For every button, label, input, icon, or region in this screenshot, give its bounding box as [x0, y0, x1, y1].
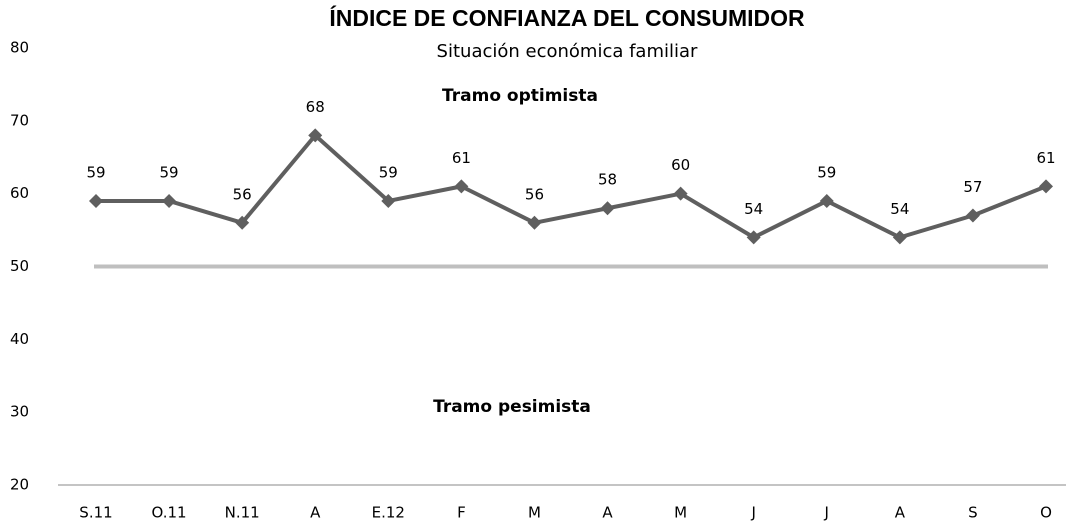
x-tick-label: O.11	[152, 504, 187, 522]
y-tick-label: 50	[10, 257, 29, 275]
data-point	[381, 193, 396, 208]
x-tick-label: S	[968, 504, 978, 522]
data-label: 59	[817, 163, 836, 181]
annotation: Tramo optimista	[442, 86, 598, 106]
data-label: 60	[671, 156, 690, 174]
x-tick-label: J	[824, 504, 829, 522]
x-tick-label: E.12	[372, 504, 405, 522]
data-label: 54	[890, 200, 909, 218]
x-tick-label: A	[895, 504, 906, 522]
chart-subtitle: Situación económica familiar	[437, 41, 698, 62]
data-point	[819, 193, 834, 208]
y-tick-label: 70	[10, 111, 29, 129]
data-point	[600, 201, 615, 216]
x-tick-label: M	[674, 504, 687, 522]
data-label: 68	[306, 98, 325, 116]
data-line	[96, 133, 1047, 240]
data-point	[89, 193, 103, 208]
chart-title: ÍNDICE DE CONFIANZA DEL CONSUMIDOR	[329, 4, 805, 31]
data-label: 61	[1036, 149, 1055, 167]
y-tick-label: 60	[10, 184, 29, 202]
x-tick-label: F	[457, 504, 466, 522]
data-label: 61	[452, 149, 471, 167]
y-tick-label: 80	[10, 39, 29, 57]
data-point	[1039, 179, 1053, 194]
x-tick-label: A	[310, 504, 321, 522]
data-label: 56	[233, 185, 252, 203]
y-tick-label: 30	[10, 403, 29, 421]
x-tick-label: M	[528, 504, 541, 522]
data-point	[308, 128, 323, 143]
data-point	[892, 230, 907, 245]
data-point	[746, 230, 761, 245]
data-point	[965, 208, 980, 223]
data-label: 57	[963, 178, 982, 196]
data-label: 58	[598, 171, 617, 189]
y-tick-label: 20	[10, 476, 29, 494]
data-label: 59	[160, 163, 179, 181]
annotation: Tramo pesimista	[433, 397, 591, 417]
x-tick-label: A	[602, 504, 613, 522]
data-label: 54	[744, 200, 763, 218]
y-tick-label: 40	[10, 330, 29, 348]
x-tick-label: N.11	[225, 504, 260, 522]
data-point	[162, 193, 177, 208]
data-point	[527, 215, 542, 230]
data-label: 59	[86, 163, 105, 181]
data-point	[235, 215, 250, 230]
data-label: 59	[379, 163, 398, 181]
data-label: 56	[525, 185, 544, 203]
x-tick-label: S.11	[79, 504, 112, 522]
x-tick-label: J	[750, 504, 755, 522]
data-point	[454, 179, 469, 194]
x-tick-label: O	[1040, 504, 1052, 522]
data-point	[673, 186, 688, 201]
